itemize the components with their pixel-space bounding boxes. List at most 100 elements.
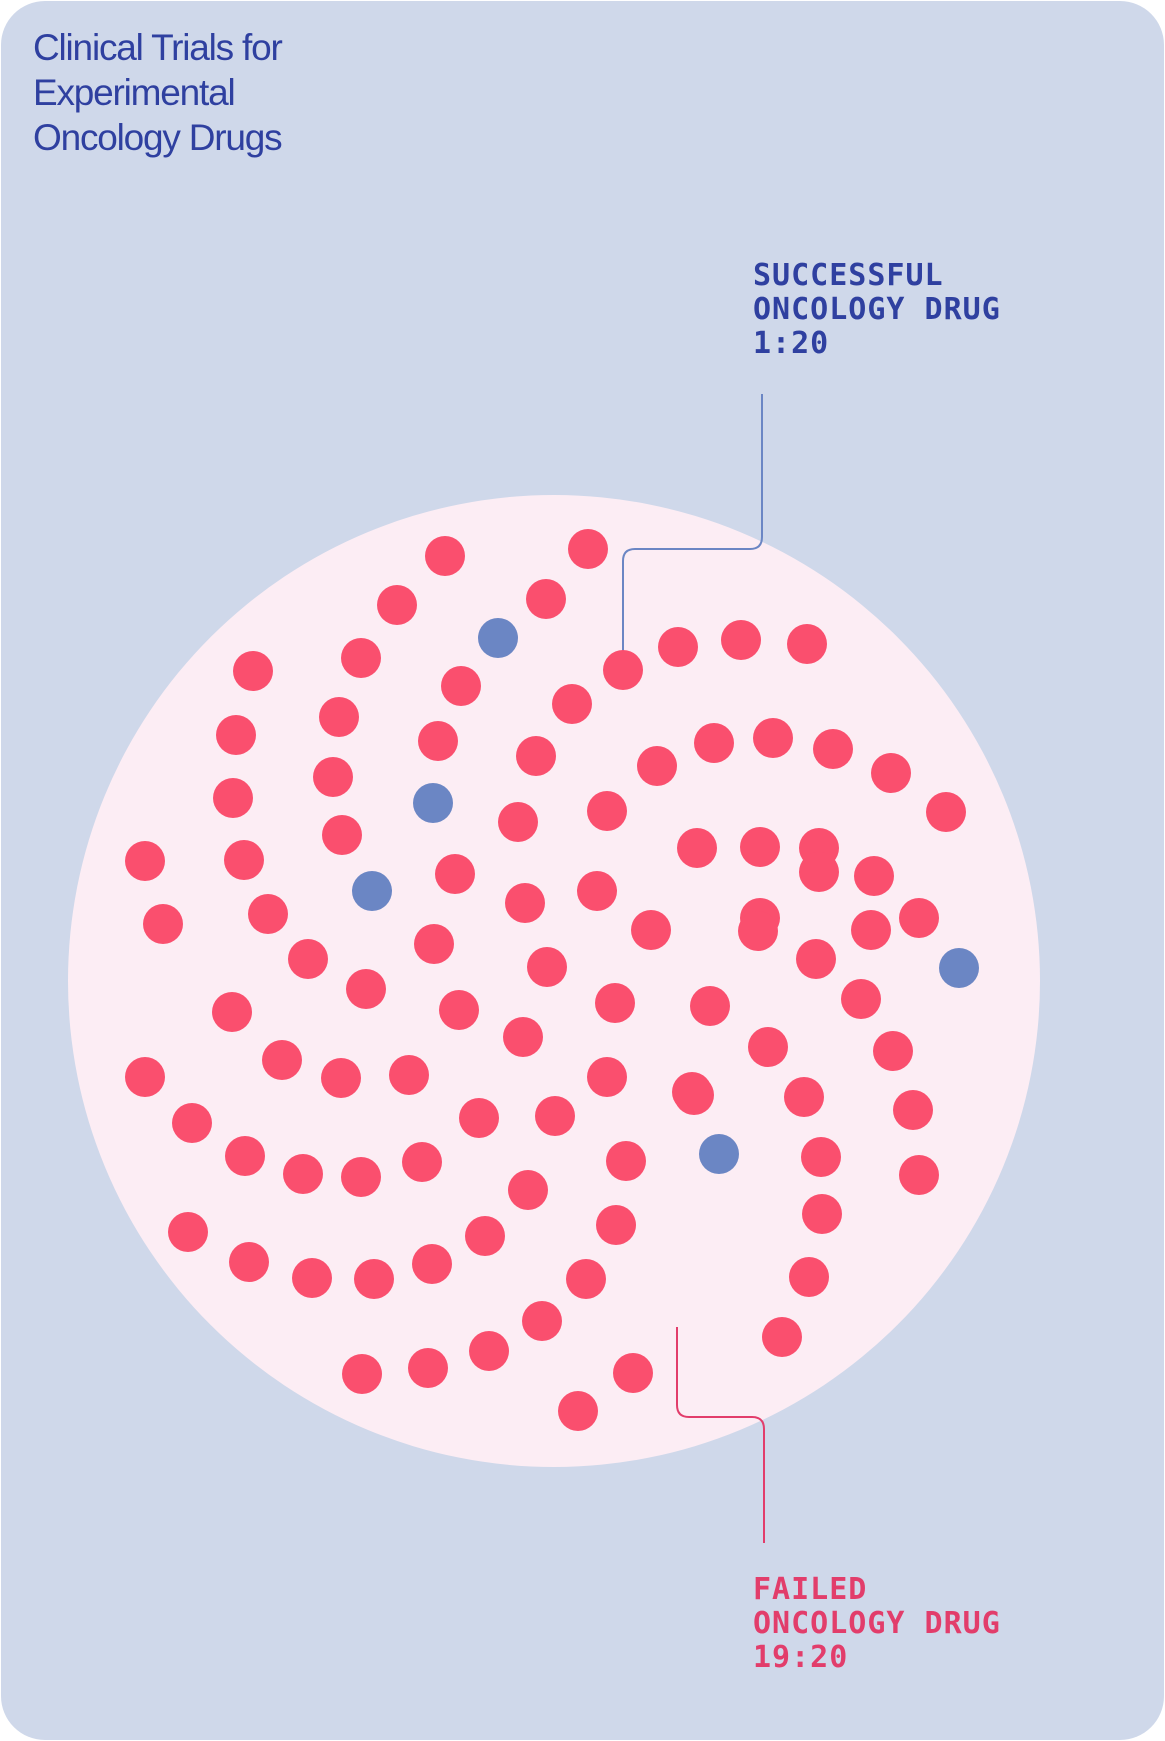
success-dot <box>699 1134 739 1174</box>
failed-dot <box>637 746 677 786</box>
success-callout-ratio: 1:20 <box>753 326 830 361</box>
failed-dot <box>233 651 273 691</box>
failed-dot <box>873 1031 913 1071</box>
failed-dot <box>738 911 778 951</box>
title-line-3: Oncology Drugs <box>33 117 283 158</box>
failed-dot <box>631 910 671 950</box>
title-line-2: Experimental <box>33 72 236 113</box>
success-dot <box>939 948 979 988</box>
failed-dot <box>787 624 827 664</box>
failed-dot <box>441 666 481 706</box>
failed-dot <box>606 1141 646 1181</box>
failed-dot <box>377 585 417 625</box>
failed-dot <box>319 697 359 737</box>
failed-dot <box>762 1317 802 1357</box>
failed-dot <box>577 871 617 911</box>
failed-dot <box>125 1057 165 1097</box>
failed-dot <box>288 939 328 979</box>
failed-dot <box>341 1157 381 1197</box>
failed-dot <box>926 792 966 832</box>
failed-dot <box>354 1259 394 1299</box>
failed-dot <box>596 1205 636 1245</box>
failed-dot <box>216 715 256 755</box>
failed-dot <box>283 1154 323 1194</box>
failed-dot <box>672 1072 712 1112</box>
failed-dot <box>871 753 911 793</box>
failed-dot <box>213 778 253 818</box>
failed-dot <box>439 990 479 1030</box>
failed-leader-line <box>676 1327 765 1543</box>
failed-dot <box>262 1040 302 1080</box>
failed-dot <box>503 1017 543 1057</box>
failed-dot <box>435 854 475 894</box>
failed-dot <box>566 1259 606 1299</box>
failed-dot <box>558 1391 598 1431</box>
failed-dot <box>851 910 891 950</box>
failed-dot <box>469 1331 509 1371</box>
failed-dot <box>526 579 566 619</box>
failed-dot <box>459 1098 499 1138</box>
failed-dot <box>899 898 939 938</box>
failed-dot <box>789 1257 829 1297</box>
success-dot <box>352 871 392 911</box>
failed-dot <box>143 904 183 944</box>
failed-dot <box>721 620 761 660</box>
success-callout-line-1: SUCCESSFUL <box>753 258 944 293</box>
title-line-1: Clinical Trials for <box>33 27 283 68</box>
failed-dot <box>346 969 386 1009</box>
success-leader-line <box>622 394 763 669</box>
failed-dot <box>125 841 165 881</box>
failed-dot <box>841 979 881 1019</box>
failed-dot <box>341 638 381 678</box>
failed-dot <box>587 791 627 831</box>
page-title: Clinical Trials for Experimental Oncolog… <box>33 25 453 160</box>
failed-dot <box>229 1242 269 1282</box>
failed-dot <box>313 757 353 797</box>
failed-dot <box>212 992 252 1032</box>
failed-dot <box>613 1353 653 1393</box>
failed-dot <box>516 736 556 776</box>
failed-dot <box>172 1103 212 1143</box>
success-dot <box>478 618 518 658</box>
failed-dot <box>342 1354 382 1394</box>
failed-dot <box>784 1077 824 1117</box>
failed-callout-ratio: 19:20 <box>753 1640 849 1675</box>
failed-dot <box>465 1216 505 1256</box>
failed-dot <box>603 650 643 690</box>
failed-dot <box>535 1096 575 1136</box>
failed-dot <box>854 856 894 896</box>
failed-dot <box>412 1244 452 1284</box>
failed-dot <box>658 627 698 667</box>
failed-dot <box>753 718 793 758</box>
failed-dot <box>893 1090 933 1130</box>
failed-dot <box>813 729 853 769</box>
failed-callout-line-1: FAILED <box>753 1572 868 1607</box>
failed-dot <box>505 883 545 923</box>
failed-dot <box>292 1258 332 1298</box>
failed-dot <box>899 1155 939 1195</box>
failed-dot <box>389 1055 429 1095</box>
success-callout-line-2: ONCOLOGY DRUG <box>753 292 1001 327</box>
failed-dot <box>508 1170 548 1210</box>
failed-dot <box>568 529 608 569</box>
failed-dot <box>248 894 288 934</box>
failed-dot <box>677 828 717 868</box>
failed-dot <box>802 1194 842 1234</box>
failed-dot <box>418 721 458 761</box>
failed-dot <box>694 723 734 763</box>
failed-dot <box>414 924 454 964</box>
success-dot <box>413 783 453 823</box>
failed-dot <box>408 1348 448 1388</box>
failed-dot <box>552 684 592 724</box>
failed-dot <box>748 1027 788 1067</box>
failed-dot <box>402 1142 442 1182</box>
failed-callout-line-2: ONCOLOGY DRUG <box>753 1606 1001 1641</box>
failed-dot <box>321 1058 361 1098</box>
failed-dot <box>225 1136 265 1176</box>
success-callout: SUCCESSFUL ONCOLOGY DRUG 1:20 <box>753 259 1001 361</box>
failed-dot <box>322 815 362 855</box>
failed-dot <box>801 1137 841 1177</box>
failed-dot <box>527 947 567 987</box>
